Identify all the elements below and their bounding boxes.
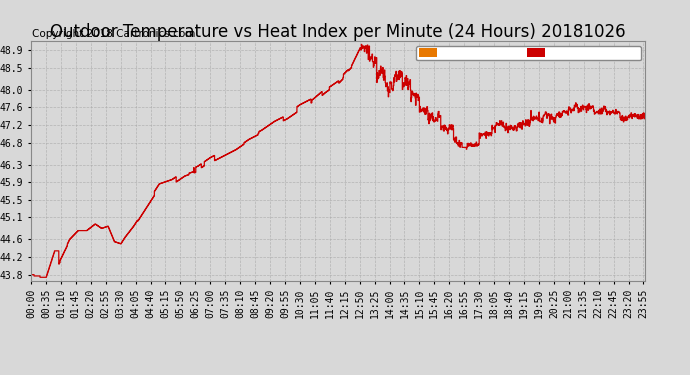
Text: Copyright 2018 Cartronics.com: Copyright 2018 Cartronics.com (32, 29, 195, 39)
Legend: Heat Index  (°F), Temperature  (°F): Heat Index (°F), Temperature (°F) (416, 46, 640, 60)
Title: Outdoor Temperature vs Heat Index per Minute (24 Hours) 20181026: Outdoor Temperature vs Heat Index per Mi… (50, 23, 626, 41)
